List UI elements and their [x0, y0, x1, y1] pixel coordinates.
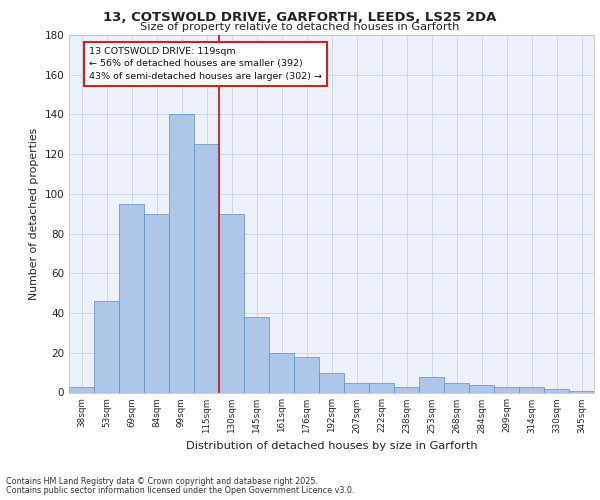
Text: Contains HM Land Registry data © Crown copyright and database right 2025.: Contains HM Land Registry data © Crown c…	[6, 477, 318, 486]
Text: Size of property relative to detached houses in Garforth: Size of property relative to detached ho…	[140, 22, 460, 32]
Y-axis label: Number of detached properties: Number of detached properties	[29, 128, 39, 300]
Bar	[544, 388, 569, 392]
Text: Contains public sector information licensed under the Open Government Licence v3: Contains public sector information licen…	[6, 486, 355, 495]
Bar	[244, 317, 269, 392]
Bar	[69, 386, 94, 392]
Bar	[369, 382, 394, 392]
Bar	[569, 390, 594, 392]
Bar	[394, 386, 419, 392]
Text: 13 COTSWOLD DRIVE: 119sqm
← 56% of detached houses are smaller (392)
43% of semi: 13 COTSWOLD DRIVE: 119sqm ← 56% of detac…	[89, 47, 322, 81]
Bar	[194, 144, 219, 392]
Bar	[169, 114, 194, 392]
Bar	[144, 214, 169, 392]
Bar	[219, 214, 244, 392]
Bar	[269, 353, 294, 393]
Bar	[319, 372, 344, 392]
Bar	[469, 384, 494, 392]
Bar	[444, 382, 469, 392]
Bar	[344, 382, 369, 392]
Bar	[119, 204, 144, 392]
Bar	[294, 357, 319, 392]
Bar	[519, 386, 544, 392]
Bar	[94, 301, 119, 392]
Bar	[419, 376, 444, 392]
X-axis label: Distribution of detached houses by size in Garforth: Distribution of detached houses by size …	[185, 441, 478, 451]
Bar	[494, 386, 519, 392]
Text: 13, COTSWOLD DRIVE, GARFORTH, LEEDS, LS25 2DA: 13, COTSWOLD DRIVE, GARFORTH, LEEDS, LS2…	[103, 11, 497, 24]
